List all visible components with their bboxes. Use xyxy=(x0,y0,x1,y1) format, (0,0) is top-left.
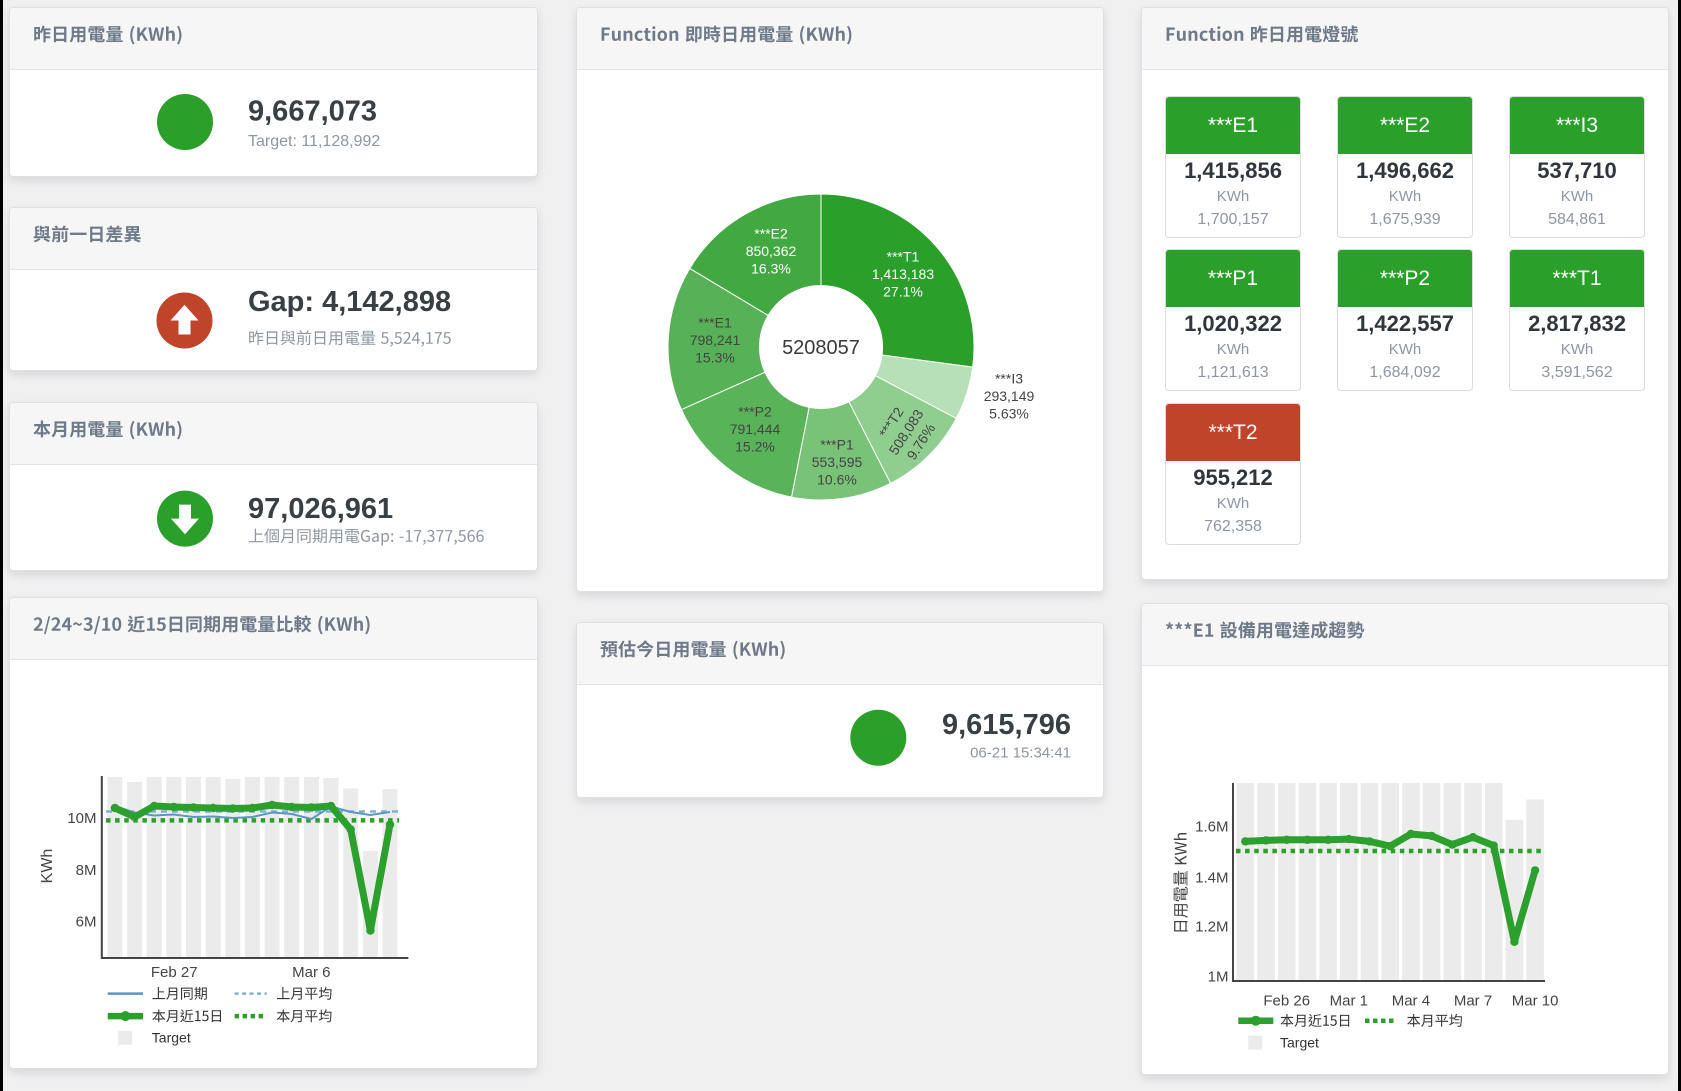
svg-text:Mar 6: Mar 6 xyxy=(292,964,330,981)
svg-text:Mar 7: Mar 7 xyxy=(1454,992,1492,1009)
svg-text:97,026,961: 97,026,961 xyxy=(248,493,393,525)
svg-text:1.2M: 1.2M xyxy=(1195,919,1228,936)
svg-text:5.63%: 5.63% xyxy=(989,406,1029,422)
svg-text:5208057: 5208057 xyxy=(782,337,860,359)
svg-text:Target: 11,128,992: Target: 11,128,992 xyxy=(248,133,380,150)
svg-text:***P2: ***P2 xyxy=(738,403,772,419)
svg-text:***I3: ***I3 xyxy=(995,370,1023,386)
svg-text:Mar 10: Mar 10 xyxy=(1512,992,1559,1009)
svg-text:Feb 27: Feb 27 xyxy=(151,964,198,981)
svg-text:***P1: ***P1 xyxy=(820,436,854,452)
svg-text:850,362: 850,362 xyxy=(746,243,797,259)
svg-text:15.3%: 15.3% xyxy=(695,350,735,366)
svg-text:Mar 4: Mar 4 xyxy=(1392,992,1430,1009)
svg-text:Target: Target xyxy=(152,1030,191,1046)
svg-text:***T1: ***T1 xyxy=(887,248,920,264)
svg-text:9,615,796: 9,615,796 xyxy=(942,709,1071,741)
svg-text:15.2%: 15.2% xyxy=(735,439,775,455)
svg-text:Feb 26: Feb 26 xyxy=(1263,992,1310,1009)
svg-text:791,444: 791,444 xyxy=(730,421,781,437)
svg-text:***E2: ***E2 xyxy=(754,225,788,241)
svg-text:553,595: 553,595 xyxy=(812,454,863,470)
svg-text:Mar 1: Mar 1 xyxy=(1330,992,1368,1009)
svg-text:10.6%: 10.6% xyxy=(817,472,857,488)
svg-text:798,241: 798,241 xyxy=(690,332,741,348)
svg-text:Target: Target xyxy=(1280,1034,1319,1050)
svg-text:KWh: KWh xyxy=(39,849,56,884)
svg-text:1M: 1M xyxy=(1208,968,1229,985)
svg-text:Gap: 4,142,898: Gap: 4,142,898 xyxy=(248,286,451,318)
svg-text:1.4M: 1.4M xyxy=(1195,869,1228,886)
svg-text:9,667,073: 9,667,073 xyxy=(248,95,377,127)
svg-text:293,149: 293,149 xyxy=(984,388,1035,404)
svg-text:1,413,183: 1,413,183 xyxy=(872,266,934,282)
svg-text:27.1%: 27.1% xyxy=(883,284,923,300)
svg-text:8M: 8M xyxy=(76,862,97,879)
svg-text:16.3%: 16.3% xyxy=(751,261,791,277)
svg-text:1.6M: 1.6M xyxy=(1195,819,1228,836)
svg-text:***E1: ***E1 xyxy=(698,314,732,330)
svg-text:6M: 6M xyxy=(76,914,97,931)
svg-text:06-21 15:34:41: 06-21 15:34:41 xyxy=(970,745,1071,762)
svg-text:10M: 10M xyxy=(67,810,96,827)
